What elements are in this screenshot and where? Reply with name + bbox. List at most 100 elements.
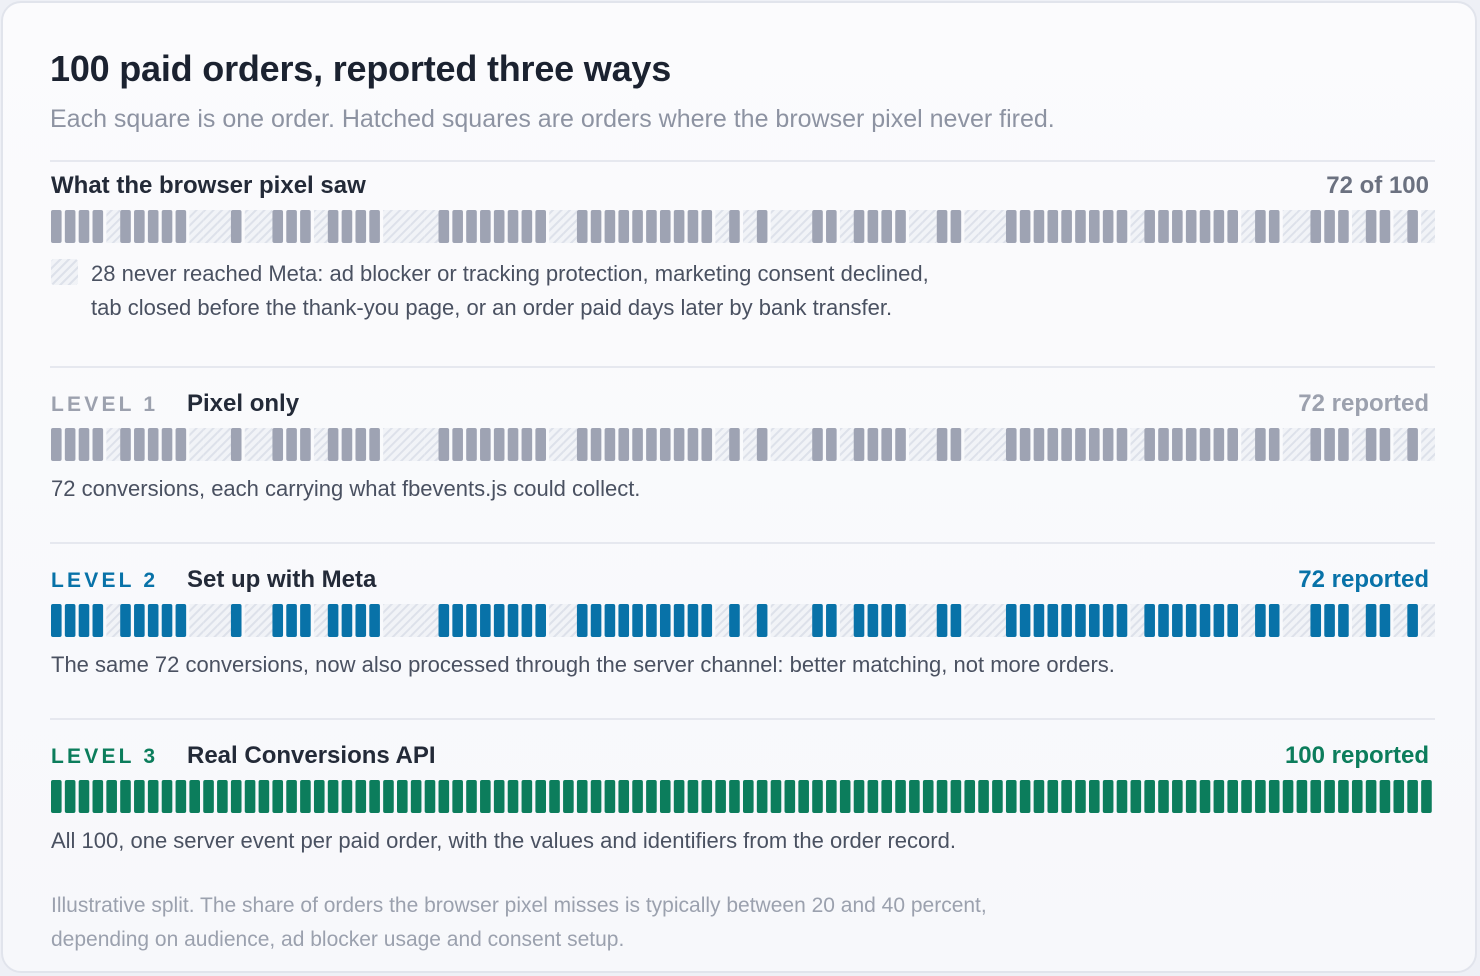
order-square-reported <box>729 604 740 637</box>
order-square-reported <box>1172 780 1183 813</box>
browser-row-title: What the browser pixel saw <box>51 172 366 199</box>
order-square-reported <box>452 210 463 243</box>
order-square-reported <box>1005 780 1017 813</box>
order-square-reported <box>92 604 104 637</box>
order-square-missed <box>909 428 923 461</box>
order-square-missed <box>549 428 564 461</box>
order-square-reported <box>618 428 630 461</box>
waffle-svg <box>51 210 1435 243</box>
order-square-reported <box>1310 604 1322 637</box>
order-square-reported <box>272 210 284 243</box>
order-square-reported <box>659 428 671 461</box>
order-square-missed <box>798 210 813 243</box>
order-square-reported <box>756 428 768 461</box>
order-square-reported <box>867 604 879 637</box>
order-square-missed <box>1351 210 1366 243</box>
order-square-reported <box>244 780 256 813</box>
order-square-reported <box>51 210 62 243</box>
order-square-missed <box>410 428 425 461</box>
order-square-reported <box>521 604 533 637</box>
order-square-reported <box>673 780 685 813</box>
order-square-reported <box>812 428 823 461</box>
order-square-reported <box>590 210 602 243</box>
level-3-title: Real Conversions API <box>187 742 436 769</box>
order-square-reported <box>507 428 519 461</box>
order-square-missed <box>563 428 577 461</box>
order-square-missed <box>106 210 121 243</box>
order-square-reported <box>1158 428 1169 461</box>
order-square-reported <box>383 780 394 813</box>
order-square-reported <box>1407 428 1418 461</box>
order-square-reported <box>1338 210 1349 243</box>
order-square-reported <box>1227 604 1238 637</box>
order-square-reported <box>64 780 76 813</box>
order-square-missed <box>313 428 328 461</box>
order-square-reported <box>175 780 187 813</box>
order-square-missed <box>839 428 854 461</box>
order-square-missed <box>1421 210 1435 243</box>
level-3-count: 100 reported <box>1284 742 1429 769</box>
order-square-reported <box>1047 428 1059 461</box>
order-square-reported <box>812 604 823 637</box>
order-square-missed <box>715 210 730 243</box>
order-square-reported <box>64 604 76 637</box>
order-square-reported <box>839 780 851 813</box>
order-square-reported <box>92 210 104 243</box>
order-square-missed <box>313 604 328 637</box>
order-square-reported <box>120 428 131 461</box>
order-square-reported <box>78 780 90 813</box>
order-square-reported <box>784 780 796 813</box>
order-square-reported <box>632 428 643 461</box>
order-square-reported <box>867 210 879 243</box>
order-square-reported <box>1310 780 1322 813</box>
order-square-missed <box>244 428 259 461</box>
order-square-reported <box>1199 780 1211 813</box>
order-square-reported <box>826 604 837 637</box>
order-square-reported <box>687 428 699 461</box>
order-square-reported <box>1144 780 1155 813</box>
order-square-missed <box>383 210 397 243</box>
order-square-reported <box>950 604 962 637</box>
order-square-reported <box>576 780 588 813</box>
order-square-reported <box>341 428 353 461</box>
order-square-reported <box>1268 428 1280 461</box>
order-square-reported <box>1296 780 1308 813</box>
order-square-missed <box>563 210 577 243</box>
order-square-missed <box>1241 210 1256 243</box>
order-square-reported <box>881 428 892 461</box>
order-square-reported <box>1324 604 1335 637</box>
order-square-missed <box>424 210 439 243</box>
order-square-reported <box>355 210 367 243</box>
order-square-reported <box>535 210 546 243</box>
order-square-reported <box>853 210 865 243</box>
order-square-reported <box>1075 780 1086 813</box>
order-square-reported <box>646 604 657 637</box>
order-square-missed <box>397 210 411 243</box>
order-square-missed <box>217 210 231 243</box>
order-square-missed <box>839 210 854 243</box>
level-1-track <box>51 428 1435 461</box>
order-square-reported <box>1255 780 1266 813</box>
order-square-reported <box>272 604 284 637</box>
divider <box>50 160 1435 162</box>
order-square-reported <box>147 780 159 813</box>
order-square-reported <box>1185 428 1197 461</box>
order-square-missed <box>922 604 937 637</box>
order-square-reported <box>1019 428 1031 461</box>
order-square-reported <box>369 604 380 637</box>
order-square-reported <box>480 428 491 461</box>
level-2-track <box>51 604 1435 637</box>
order-square-reported <box>1116 210 1128 243</box>
order-square-missed <box>964 210 979 243</box>
order-square-reported <box>78 210 90 243</box>
footnote-line-2: depending on audience, ad blocker usage … <box>51 928 625 951</box>
order-square-missed <box>1351 428 1366 461</box>
order-square-reported <box>438 604 450 637</box>
order-square-missed <box>798 604 813 637</box>
order-square-missed <box>397 428 411 461</box>
order-square-reported <box>92 428 104 461</box>
order-square-reported <box>673 428 685 461</box>
order-square-reported <box>424 780 436 813</box>
order-square-reported <box>1089 210 1100 243</box>
order-square-reported <box>798 780 809 813</box>
